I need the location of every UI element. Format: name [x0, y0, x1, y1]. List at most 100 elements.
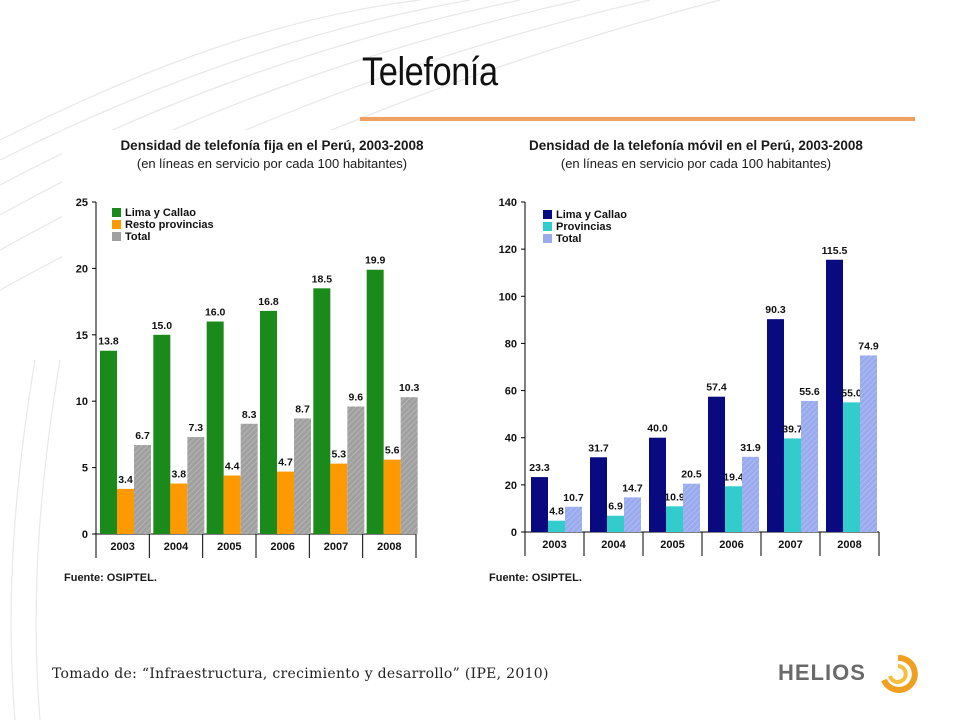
bar — [400, 397, 418, 534]
x-tick-label: 2008 — [837, 539, 861, 551]
data-label: 55.0 — [841, 387, 862, 399]
x-tick-label: 2006 — [270, 541, 294, 553]
bar — [294, 418, 311, 534]
x-tick-label: 2005 — [217, 541, 241, 553]
data-label: 9.6 — [349, 392, 364, 404]
fixed-line-chart-panel: Densidad de telefonía fija en el Perú, 2… — [62, 130, 482, 588]
y-tick-label: 0 — [82, 529, 88, 541]
bar — [347, 406, 365, 534]
bar — [313, 288, 331, 534]
legend-label: Provincias — [556, 221, 612, 233]
bar — [725, 486, 742, 532]
data-label: 39.7 — [782, 423, 803, 435]
bar — [134, 445, 151, 534]
chart-subtitle: (en líneas en servicio por cada 100 habi… — [136, 156, 408, 171]
title-underline — [360, 117, 915, 121]
chart-title: Densidad de la telefonía móvil en el Per… — [529, 138, 863, 153]
bar — [277, 471, 294, 534]
legend-swatch — [112, 232, 121, 241]
slide-title: Telefonía — [362, 50, 498, 94]
x-tick-label: 2004 — [601, 539, 626, 551]
y-tick-label: 10 — [76, 396, 88, 408]
bar — [843, 402, 860, 532]
data-label: 19.4 — [723, 471, 744, 483]
bar — [383, 459, 401, 534]
chart-subtitle: (en líneas en servicio por cada 100 habi… — [560, 156, 832, 171]
y-tick-label: 100 — [499, 291, 517, 303]
legend-label: Resto provincias — [125, 219, 214, 231]
bar — [860, 355, 877, 532]
legend-swatch — [543, 222, 552, 231]
y-tick-label: 20 — [76, 263, 88, 275]
legend-label: Total — [556, 233, 581, 245]
data-label: 40.0 — [647, 423, 668, 435]
y-tick-label: 15 — [76, 330, 88, 342]
bar — [607, 515, 624, 532]
bar — [223, 475, 241, 534]
data-label: 14.7 — [622, 482, 643, 494]
y-tick-label: 25 — [76, 197, 88, 209]
x-tick-label: 2003 — [542, 539, 566, 551]
data-label: 55.6 — [799, 386, 820, 398]
data-label: 10.9 — [664, 491, 685, 503]
data-label: 10.7 — [563, 492, 584, 504]
data-label: 31.9 — [740, 442, 761, 454]
data-label: 15.0 — [152, 320, 173, 332]
logo-swirl-icon — [881, 655, 918, 693]
bar — [767, 319, 784, 532]
bar — [548, 520, 565, 532]
legend-label: Lima y Callao — [556, 209, 627, 221]
y-tick-label: 40 — [505, 433, 517, 445]
footer-citation: Tomado de: “Infraestructura, crecimiento… — [52, 666, 549, 682]
chart-source: Fuente: OSIPTEL. — [489, 572, 582, 584]
data-label: 19.9 — [365, 255, 386, 267]
y-tick-label: 140 — [499, 197, 517, 209]
data-label: 4.7 — [278, 457, 293, 469]
x-tick-label: 2007 — [324, 541, 348, 553]
data-label: 4.4 — [225, 461, 240, 473]
chart-source: Fuente: OSIPTEL. — [64, 572, 157, 584]
x-tick-label: 2005 — [660, 539, 684, 551]
data-label: 23.3 — [529, 462, 550, 474]
bar — [826, 259, 843, 532]
mobile-chart: 0 20 40 60 80 100 120 140 2003 23.3 4.8 10.7 2004 31.… — [499, 197, 880, 556]
bar — [100, 350, 117, 534]
bar — [366, 269, 384, 534]
bar — [649, 437, 666, 532]
data-label: 7.3 — [189, 422, 204, 434]
data-label: 90.3 — [765, 304, 786, 316]
x-tick-label: 2008 — [377, 541, 401, 553]
data-label: 4.8 — [549, 506, 564, 518]
bar — [117, 488, 134, 534]
bar — [330, 463, 348, 534]
bar — [708, 396, 725, 532]
bar — [742, 456, 759, 532]
data-label: 31.7 — [588, 442, 609, 454]
data-label: 5.3 — [332, 449, 347, 461]
data-label: 57.4 — [706, 382, 727, 394]
bar — [240, 423, 258, 534]
y-tick-label: 80 — [505, 338, 517, 350]
mobile-chart-panel: Densidad de la telefonía móvil en el Per… — [487, 130, 905, 588]
bar — [170, 483, 188, 534]
data-label: 18.5 — [312, 273, 333, 285]
data-label: 6.7 — [135, 430, 150, 442]
legend-label: Lima y Callao — [125, 207, 196, 219]
bar — [260, 310, 277, 534]
bar — [531, 477, 548, 532]
data-label: 115.5 — [822, 245, 848, 257]
x-tick-label: 2006 — [719, 539, 743, 551]
bar — [683, 483, 700, 532]
y-tick-label: 120 — [499, 244, 517, 256]
bar — [784, 438, 801, 532]
data-label: 6.9 — [608, 501, 623, 513]
bar — [206, 321, 224, 534]
bar — [590, 457, 607, 532]
data-label: 16.8 — [258, 296, 279, 308]
data-label: 16.0 — [205, 307, 226, 319]
y-tick-label: 5 — [82, 463, 88, 475]
data-label: 13.8 — [98, 336, 119, 348]
data-label: 20.5 — [681, 469, 702, 481]
data-label: 10.3 — [399, 382, 420, 394]
data-label: 5.6 — [385, 445, 400, 457]
